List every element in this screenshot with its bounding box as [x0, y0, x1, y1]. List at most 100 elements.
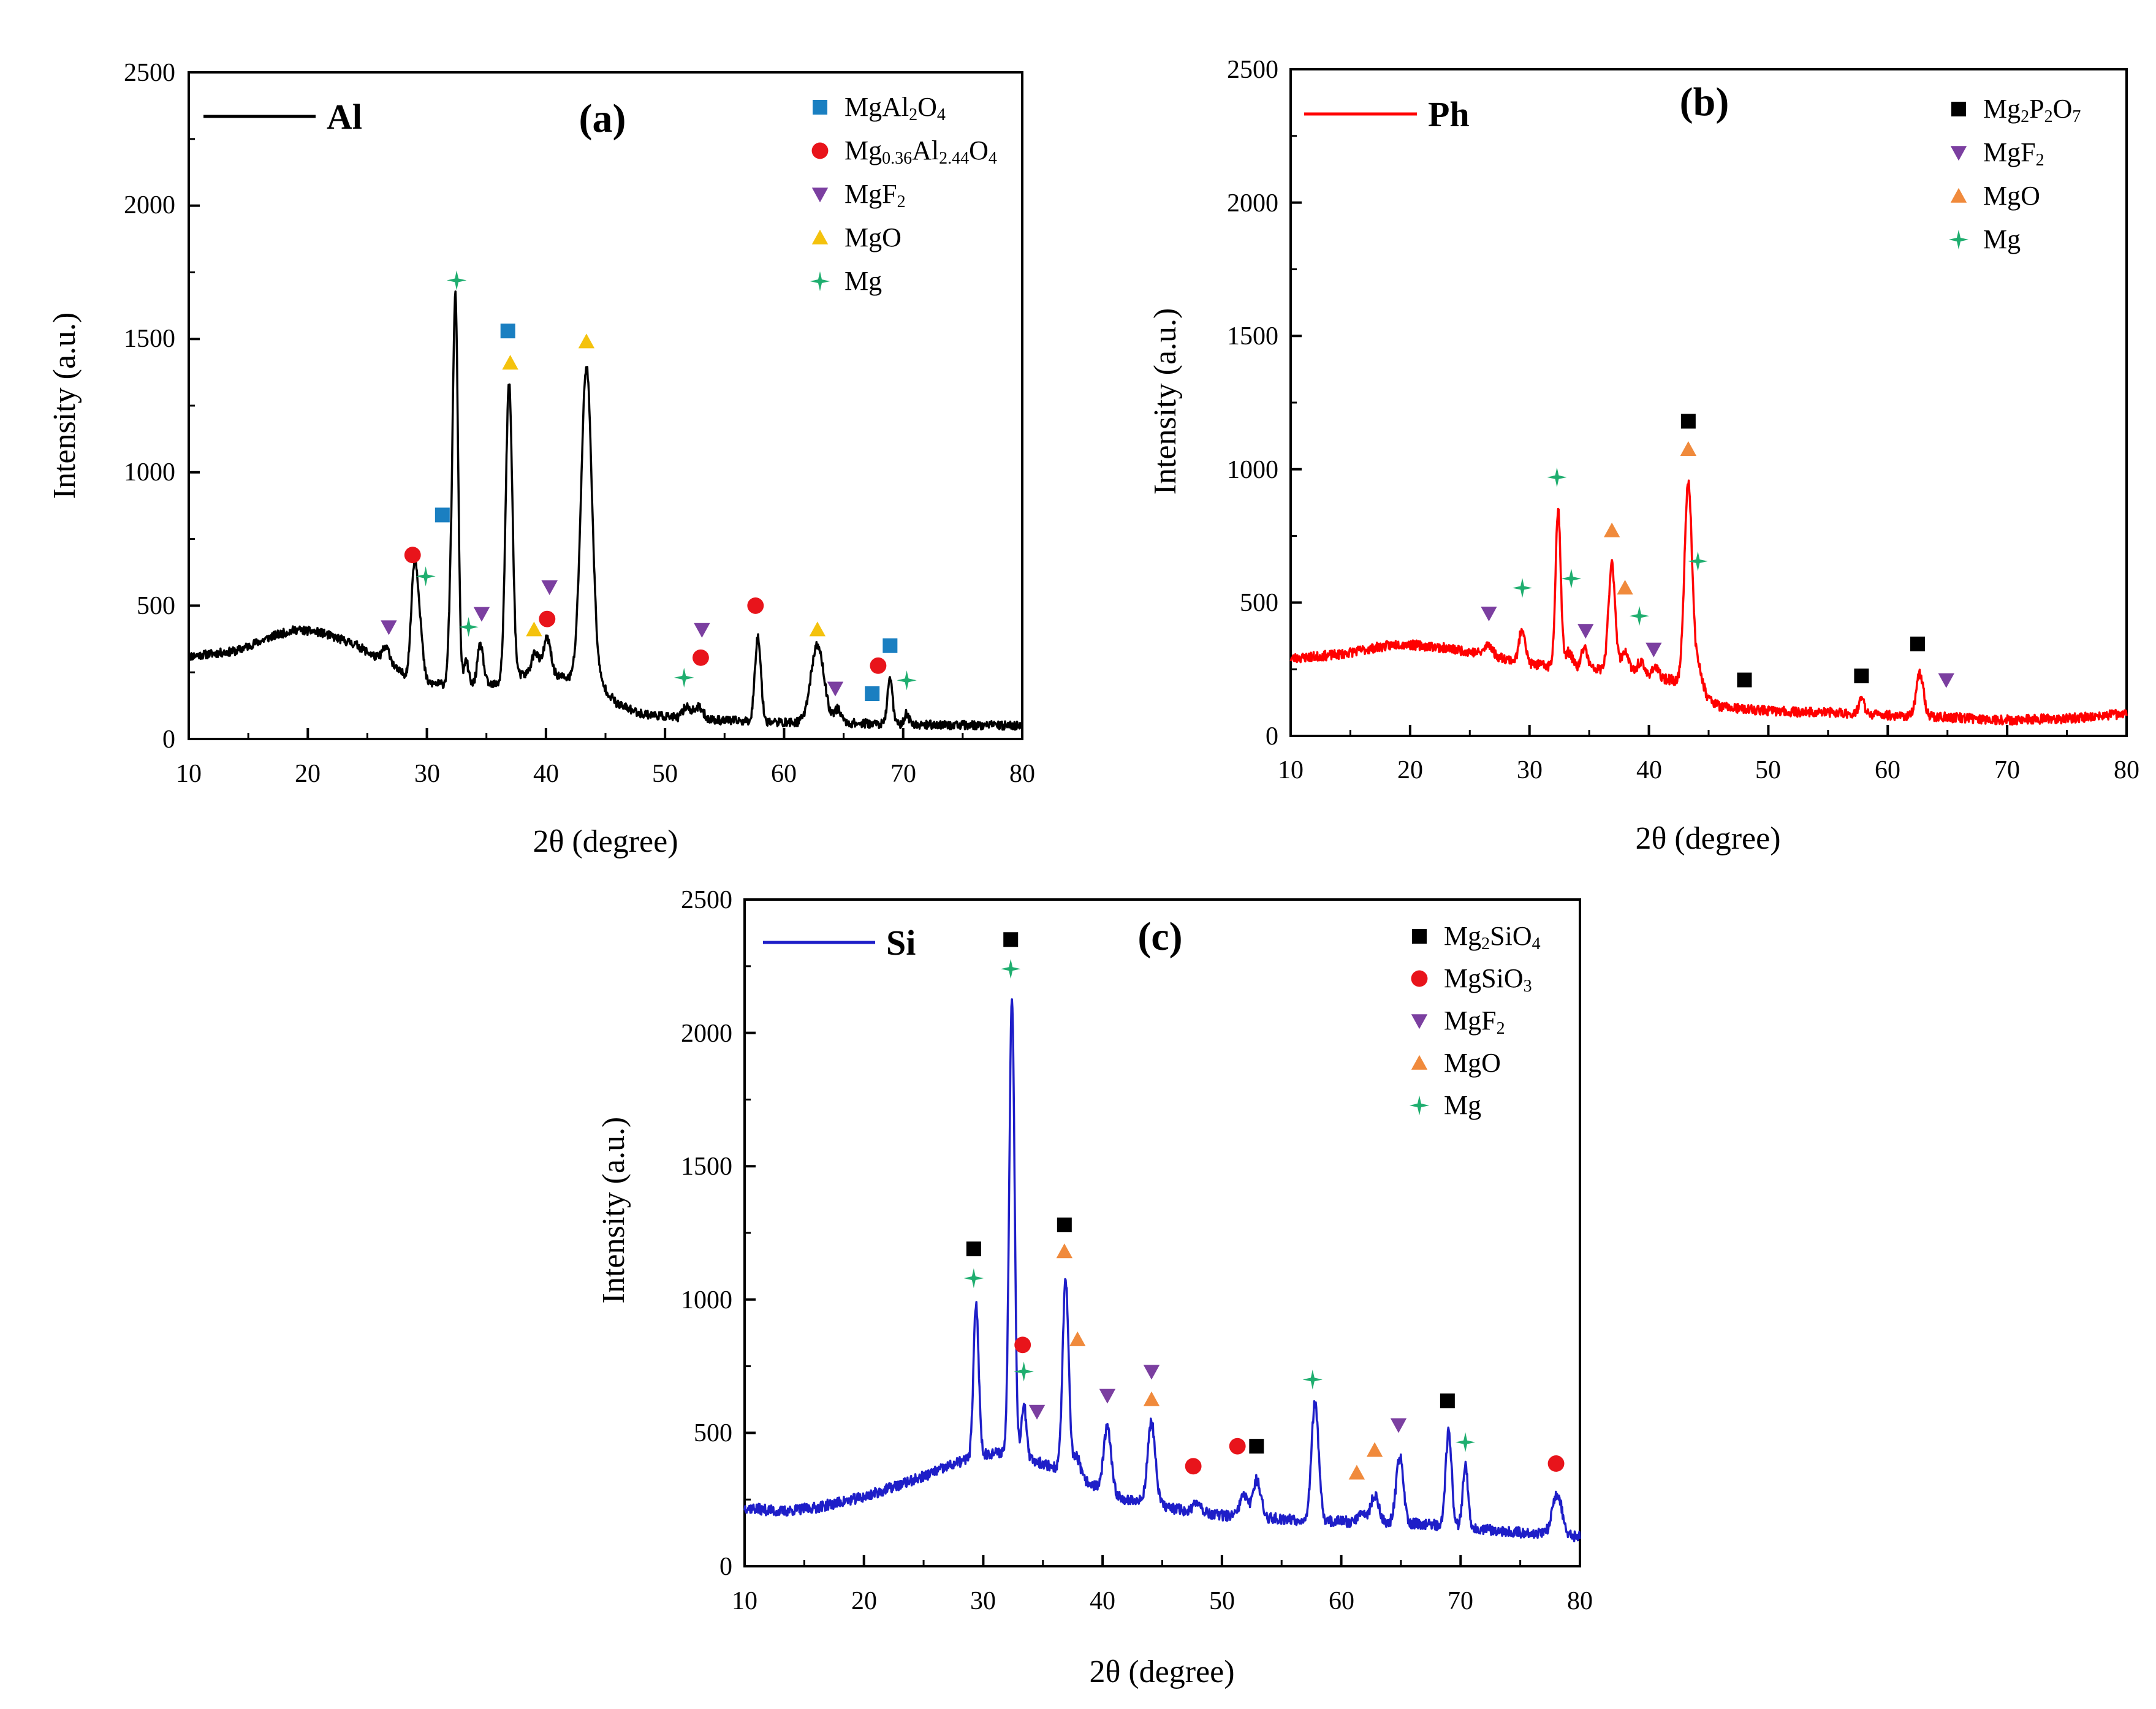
- tri-up-marker: [1680, 441, 1697, 456]
- tri-down-marker: [1028, 1404, 1046, 1420]
- y-tick-labels-b: 0 500 1000 1500 2000 2500: [1227, 56, 1278, 751]
- x-tick-label: 40: [533, 760, 559, 788]
- square-marker: [966, 1241, 981, 1257]
- legend-label: MgF2: [1983, 137, 2044, 170]
- legend-label: MgO: [1444, 1048, 1501, 1078]
- tri-up-marker: [578, 333, 595, 349]
- phase-markers-b: [1481, 414, 1954, 688]
- square-marker: [1854, 669, 1869, 684]
- tri-down-marker: [1143, 1365, 1160, 1380]
- star-marker: [1512, 578, 1533, 598]
- tri-up-marker: [1411, 1055, 1428, 1070]
- circle-marker: [747, 597, 764, 614]
- y-tick-label: 2000: [124, 191, 175, 219]
- tri-up-marker: [1069, 1331, 1086, 1346]
- circle-marker: [692, 649, 709, 666]
- y-tick-label: 2000: [681, 1020, 732, 1048]
- x-tick-label: 40: [1636, 756, 1662, 784]
- y-axis-label-b: Intensity (a.u.): [1148, 308, 1183, 495]
- tri-up-marker: [1603, 522, 1620, 537]
- y-tick-labels-a: 0 500 1000 1500 2000 2500: [124, 59, 175, 754]
- x-tick-label: 40: [1090, 1587, 1115, 1615]
- x-tick-labels-a: 10 20 30 40 50 60 70 80: [176, 760, 1035, 788]
- square-marker: [1737, 672, 1752, 688]
- y-axis-label-c: Intensity (a.u.): [596, 1117, 631, 1304]
- square-marker: [1057, 1217, 1072, 1232]
- x-tick-label: 80: [1009, 760, 1035, 788]
- tri-down-marker: [381, 620, 397, 635]
- tri-down-marker: [1577, 624, 1594, 639]
- tri-down-marker: [1390, 1418, 1407, 1433]
- x-tick-label: 50: [1209, 1587, 1235, 1615]
- x-axis-label-a: 2θ (degree): [533, 824, 678, 859]
- x-tick-label: 80: [1567, 1587, 1593, 1615]
- circle-marker: [1411, 970, 1428, 987]
- square-marker: [1440, 1393, 1455, 1409]
- x-tick-label: 70: [1448, 1587, 1473, 1615]
- axis-ticks-a: [188, 71, 1023, 740]
- x-tick-label: 20: [851, 1587, 877, 1615]
- series-line-c: [743, 998, 1581, 1542]
- circle-marker: [1014, 1336, 1031, 1354]
- circle-marker: [1185, 1458, 1202, 1475]
- star-marker: [1302, 1370, 1323, 1390]
- square-marker: [1910, 636, 1925, 651]
- circle-marker: [1229, 1438, 1246, 1455]
- tri-down-marker: [694, 623, 710, 638]
- star-marker: [1629, 606, 1650, 626]
- x-tick-label: 80: [2114, 756, 2139, 784]
- x-tick-label: 30: [414, 760, 440, 788]
- y-tick-label: 1500: [124, 325, 175, 353]
- tri-down-marker: [1481, 607, 1497, 622]
- tri-down-marker: [1950, 146, 1967, 161]
- plot-frame-c: [743, 898, 1581, 1567]
- square-marker: [865, 686, 880, 702]
- square-marker: [1412, 929, 1427, 944]
- tri-down-marker: [1411, 1014, 1428, 1029]
- tri-down-marker: [811, 188, 829, 203]
- star-marker: [458, 617, 479, 637]
- tri-up-marker: [526, 621, 542, 637]
- axis-ticks-c: [743, 898, 1581, 1567]
- x-tick-label: 50: [652, 760, 678, 788]
- square-marker: [1680, 414, 1696, 429]
- series-line-a: [188, 290, 1023, 731]
- phase-legend-c: Mg2SiO4 MgSiO3 MgF2 MgO Mg: [1409, 921, 1541, 1120]
- legend-label: Mg2SiO4: [1444, 921, 1541, 953]
- star-marker: [1455, 1432, 1476, 1452]
- square-marker: [813, 100, 827, 115]
- phase-legend-a: MgAl2O4 Mg0.36Al2.44O4 MgF2 MgO Mg: [810, 92, 997, 296]
- x-axis-label-c: 2θ (degree): [1089, 1654, 1234, 1689]
- star-marker: [1547, 467, 1567, 488]
- x-tick-label: 60: [1875, 756, 1900, 784]
- x-tick-label: 70: [890, 760, 916, 788]
- tri-down-marker: [1099, 1389, 1116, 1404]
- phase-legend-b: Mg2P2O7 MgF2 MgO Mg: [1948, 94, 2081, 254]
- tri-down-marker: [541, 580, 558, 596]
- panel-title-b: (b): [1680, 80, 1729, 124]
- y-tick-label: 2500: [681, 886, 732, 914]
- x-axis-label-b: 2θ (degree): [1635, 821, 1780, 856]
- x-tick-labels-b: 10 20 30 40 50 60 70 80: [1278, 756, 2139, 784]
- tri-down-marker: [827, 681, 844, 697]
- star-marker: [1948, 229, 1969, 250]
- panel-a: 10 20 30 40 50 60 70 80 0 500 1000 1500 …: [47, 59, 1035, 859]
- star-marker: [1001, 959, 1021, 979]
- x-tick-label: 20: [1397, 756, 1423, 784]
- circle-marker: [1547, 1455, 1565, 1472]
- square-marker: [500, 324, 515, 339]
- legend-label: MgF2: [845, 179, 906, 211]
- star-marker: [1688, 551, 1708, 572]
- y-tick-label: 500: [137, 592, 175, 620]
- legend-label: MgSiO3: [1444, 963, 1532, 996]
- y-tick-label: 2500: [1227, 56, 1278, 84]
- y-tick-label: 0: [719, 1553, 732, 1581]
- legend-label: Mg: [1444, 1090, 1481, 1120]
- tri-up-marker: [502, 355, 518, 370]
- star-marker: [810, 271, 830, 292]
- tri-up-marker: [809, 621, 826, 637]
- legend-label: MgO: [845, 222, 901, 252]
- star-marker: [1014, 1362, 1034, 1382]
